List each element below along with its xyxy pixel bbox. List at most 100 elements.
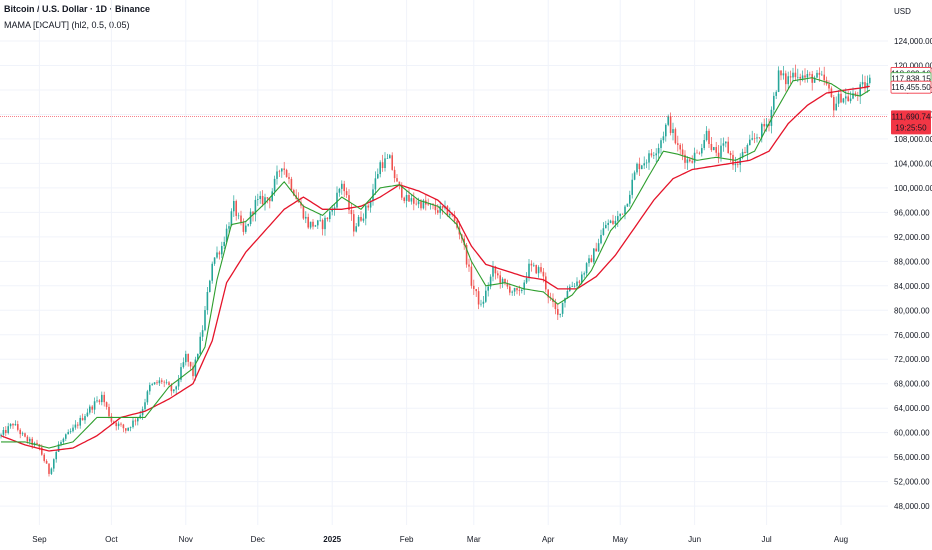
- candle[interactable]: [499, 271, 501, 289]
- candle[interactable]: [789, 70, 792, 84]
- candle[interactable]: [305, 211, 307, 224]
- candle[interactable]: [247, 223, 249, 227]
- candle[interactable]: [317, 219, 319, 229]
- mama-line[interactable]: [1, 77, 871, 449]
- candle[interactable]: [698, 151, 701, 155]
- candle[interactable]: [614, 215, 617, 229]
- candle[interactable]: [127, 427, 129, 432]
- candle[interactable]: [492, 260, 494, 282]
- candle[interactable]: [53, 458, 55, 472]
- candle[interactable]: [62, 437, 65, 445]
- candle[interactable]: [530, 260, 533, 272]
- candle[interactable]: [583, 271, 585, 279]
- candle[interactable]: [69, 428, 72, 434]
- candle[interactable]: [338, 187, 341, 197]
- candle[interactable]: [823, 66, 825, 86]
- candle[interactable]: [403, 196, 405, 204]
- candle[interactable]: [864, 75, 866, 93]
- candle[interactable]: [645, 159, 648, 169]
- candle[interactable]: [434, 198, 437, 215]
- candle[interactable]: [504, 278, 506, 286]
- candle[interactable]: [847, 90, 849, 102]
- candle[interactable]: [475, 288, 477, 297]
- candle[interactable]: [14, 420, 17, 426]
- candle[interactable]: [324, 215, 326, 236]
- candle[interactable]: [665, 123, 667, 142]
- candle[interactable]: [672, 122, 674, 141]
- candle[interactable]: [705, 126, 708, 142]
- candle[interactable]: [384, 152, 386, 172]
- candle[interactable]: [806, 70, 809, 83]
- candle[interactable]: [816, 69, 818, 78]
- candle[interactable]: [187, 353, 189, 367]
- candle[interactable]: [254, 195, 257, 222]
- candle[interactable]: [773, 92, 775, 116]
- candle[interactable]: [617, 210, 619, 227]
- candle[interactable]: [477, 287, 480, 310]
- candle[interactable]: [837, 90, 840, 108]
- candle[interactable]: [89, 404, 91, 415]
- candle[interactable]: [715, 141, 717, 156]
- candle[interactable]: [108, 403, 110, 419]
- candle[interactable]: [81, 413, 84, 421]
- candle[interactable]: [153, 382, 156, 385]
- candle[interactable]: [341, 180, 343, 195]
- candle[interactable]: [65, 433, 67, 442]
- candle[interactable]: [444, 200, 446, 211]
- candle[interactable]: [96, 396, 98, 403]
- candle[interactable]: [5, 426, 7, 437]
- candle[interactable]: [221, 241, 223, 259]
- candle[interactable]: [175, 385, 177, 394]
- candle[interactable]: [192, 362, 194, 380]
- candle[interactable]: [367, 203, 369, 211]
- candle[interactable]: [693, 147, 696, 170]
- candle[interactable]: [432, 202, 434, 210]
- candle[interactable]: [641, 164, 643, 170]
- candle[interactable]: [573, 282, 576, 288]
- candle[interactable]: [362, 213, 365, 223]
- candle[interactable]: [120, 422, 122, 427]
- candle[interactable]: [290, 176, 293, 192]
- candle[interactable]: [708, 128, 710, 148]
- candle[interactable]: [374, 171, 377, 195]
- candle[interactable]: [357, 215, 360, 227]
- candle[interactable]: [655, 148, 657, 163]
- candle[interactable]: [168, 380, 170, 386]
- candle[interactable]: [283, 161, 285, 175]
- candle[interactable]: [115, 420, 117, 431]
- candle[interactable]: [809, 71, 811, 77]
- candle[interactable]: [439, 201, 441, 219]
- candle[interactable]: [225, 224, 228, 245]
- candle[interactable]: [681, 143, 684, 161]
- candle[interactable]: [410, 194, 413, 205]
- candle[interactable]: [600, 229, 602, 245]
- candle[interactable]: [125, 428, 127, 434]
- candle[interactable]: [511, 290, 513, 296]
- candle[interactable]: [629, 190, 631, 207]
- candle[interactable]: [156, 379, 158, 385]
- candle[interactable]: [533, 262, 535, 267]
- candle[interactable]: [377, 168, 379, 180]
- candle[interactable]: [67, 429, 69, 435]
- candle[interactable]: [621, 213, 624, 215]
- candle[interactable]: [302, 204, 305, 220]
- candle[interactable]: [326, 217, 329, 222]
- candle[interactable]: [833, 94, 835, 118]
- candle[interactable]: [473, 279, 475, 295]
- candle[interactable]: [734, 156, 737, 172]
- candle[interactable]: [825, 76, 828, 86]
- candle[interactable]: [117, 421, 120, 430]
- candle[interactable]: [405, 190, 408, 208]
- candle[interactable]: [657, 143, 660, 162]
- candle[interactable]: [804, 68, 806, 83]
- candle[interactable]: [686, 156, 689, 170]
- candle[interactable]: [259, 191, 261, 204]
- candle[interactable]: [309, 221, 312, 230]
- candle[interactable]: [312, 219, 314, 230]
- candle[interactable]: [77, 422, 79, 429]
- candle[interactable]: [643, 156, 645, 170]
- candle[interactable]: [866, 75, 869, 93]
- candle[interactable]: [72, 424, 74, 433]
- candle[interactable]: [163, 380, 165, 388]
- candle[interactable]: [857, 91, 859, 102]
